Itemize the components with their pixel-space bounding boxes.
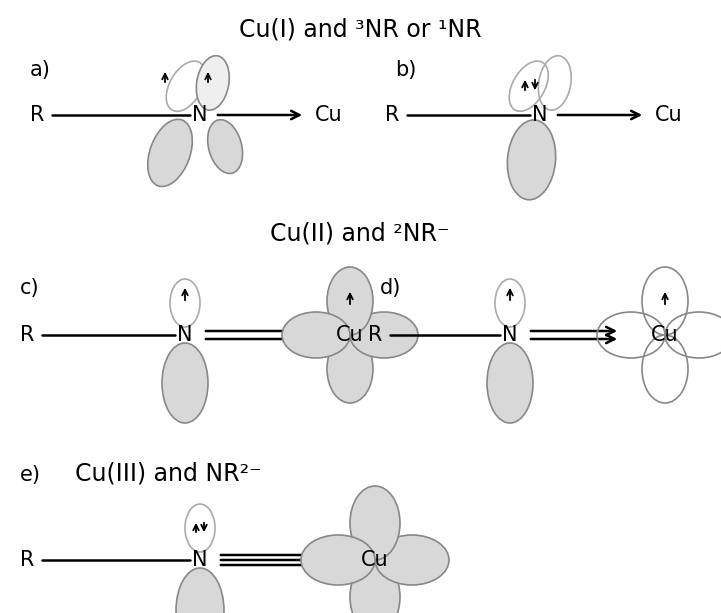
Text: N: N xyxy=(503,325,518,345)
Text: c): c) xyxy=(20,278,40,298)
Ellipse shape xyxy=(301,535,375,585)
Text: Cu: Cu xyxy=(315,105,342,125)
Text: R: R xyxy=(385,105,399,125)
Text: R: R xyxy=(30,105,45,125)
Text: R: R xyxy=(20,550,35,570)
Text: Cu: Cu xyxy=(651,325,678,345)
Ellipse shape xyxy=(208,120,242,173)
Ellipse shape xyxy=(148,120,193,186)
Text: N: N xyxy=(532,105,548,125)
Text: N: N xyxy=(177,325,193,345)
Text: Cu(III) and NR²⁻: Cu(III) and NR²⁻ xyxy=(75,462,262,486)
Ellipse shape xyxy=(327,335,373,403)
Ellipse shape xyxy=(375,535,449,585)
Text: Cu: Cu xyxy=(361,550,389,570)
Ellipse shape xyxy=(282,312,350,358)
Ellipse shape xyxy=(196,56,229,110)
Text: d): d) xyxy=(380,278,402,298)
Text: R: R xyxy=(20,325,35,345)
Ellipse shape xyxy=(350,486,400,560)
Ellipse shape xyxy=(327,267,373,335)
Text: N: N xyxy=(193,550,208,570)
Ellipse shape xyxy=(162,343,208,423)
Ellipse shape xyxy=(487,343,533,423)
Text: Cu(I) and ³NR or ¹NR: Cu(I) and ³NR or ¹NR xyxy=(239,18,482,42)
Text: Cu: Cu xyxy=(655,105,683,125)
Text: a): a) xyxy=(30,60,51,80)
Text: e): e) xyxy=(20,465,41,485)
Ellipse shape xyxy=(350,312,418,358)
Text: R: R xyxy=(368,325,382,345)
Ellipse shape xyxy=(176,568,224,613)
Text: b): b) xyxy=(395,60,416,80)
Text: N: N xyxy=(193,105,208,125)
Text: Cu: Cu xyxy=(336,325,364,345)
Ellipse shape xyxy=(508,120,556,200)
Text: Cu(II) and ²NR⁻: Cu(II) and ²NR⁻ xyxy=(270,222,450,246)
Ellipse shape xyxy=(350,560,400,613)
